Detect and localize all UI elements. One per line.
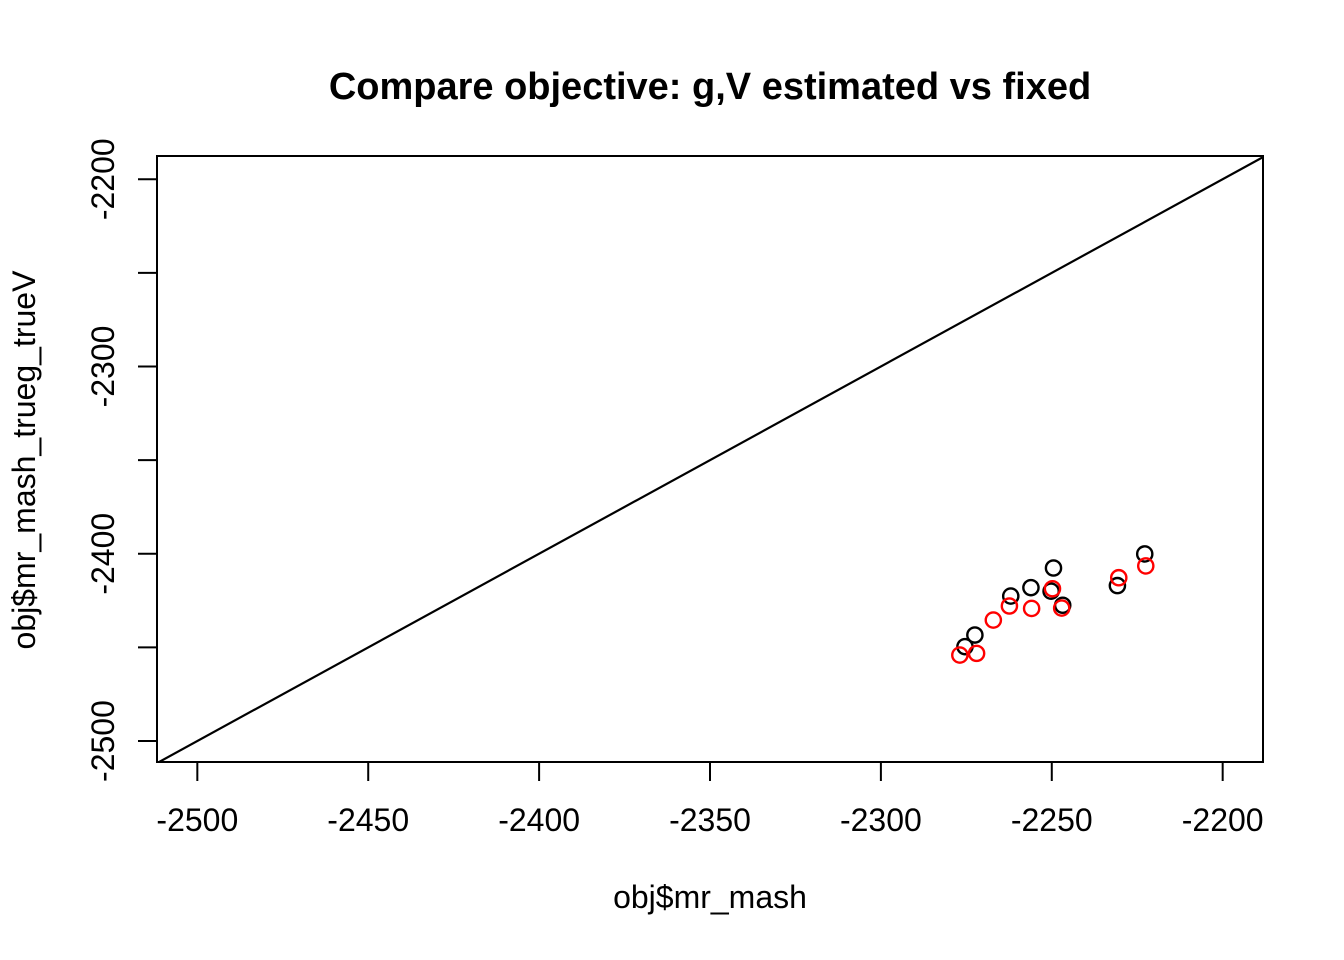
data-point-black xyxy=(1108,576,1127,595)
x-tick-label: -2500 xyxy=(156,802,238,838)
chart-title: Compare objective: g,V estimated vs fixe… xyxy=(328,66,1092,108)
y-tick-label: -2200 xyxy=(85,138,121,220)
data-point-black xyxy=(1001,587,1020,605)
data-point-red xyxy=(1043,579,1062,598)
x-tick-label: -2400 xyxy=(498,802,580,838)
x-tick-label: -2450 xyxy=(327,802,409,838)
y-tick-label: -2300 xyxy=(85,326,121,408)
data-point-red xyxy=(951,646,969,664)
data-point-red xyxy=(1022,599,1041,618)
y-tick-label: -2500 xyxy=(85,700,121,782)
data-point-red xyxy=(1052,599,1071,617)
data-point-red xyxy=(1136,557,1155,575)
x-tick-label: -2250 xyxy=(1011,802,1093,838)
data-point-red xyxy=(967,644,986,663)
x-tick-label: -2300 xyxy=(840,802,922,838)
y-axis-title: obj$mr_mash_trueg_trueV xyxy=(6,270,42,650)
data-point-red xyxy=(1000,597,1019,615)
data-point-red xyxy=(1109,568,1128,587)
x-axis-title: obj$mr_mash xyxy=(613,879,807,915)
data-point-black xyxy=(1022,578,1040,597)
data-point-black xyxy=(1044,559,1063,577)
data-point-black xyxy=(1135,545,1154,563)
x-tick-label: -2200 xyxy=(1182,802,1264,838)
x-tick-label: -2350 xyxy=(669,802,751,838)
data-point-red xyxy=(984,611,1003,629)
data-point-black xyxy=(966,626,984,644)
y-tick-label: -2400 xyxy=(85,513,121,595)
identity-line xyxy=(157,156,1263,762)
